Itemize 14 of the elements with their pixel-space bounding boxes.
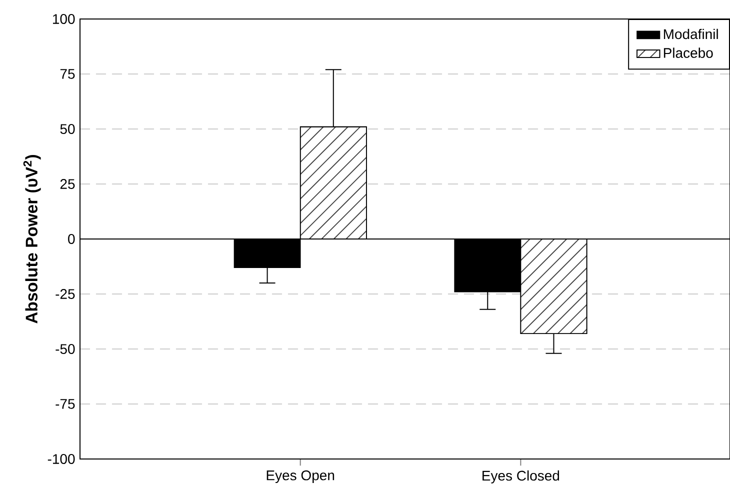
y-tick-label: 75	[60, 69, 75, 79]
legend-label: Modafinil	[664, 28, 718, 40]
y-tick-label: 100	[53, 14, 75, 24]
y-tick-label: 50	[60, 124, 75, 134]
y-tick-label: -50	[56, 344, 75, 354]
y-tick-label: -25	[56, 289, 75, 299]
y-tick-label: 25	[60, 179, 75, 189]
y-tick-label: 0	[68, 234, 75, 244]
y-tick-label: -75	[56, 399, 75, 409]
x-tick-label: Eyes Closed	[482, 470, 560, 484]
y-tick-label: -100	[48, 454, 75, 464]
y-axis-title: Absolute Power (υV$^{2}$)	[23, 155, 41, 324]
x-tick-label: Eyes Open	[266, 470, 334, 484]
legend-label: Placebo	[664, 48, 713, 58]
